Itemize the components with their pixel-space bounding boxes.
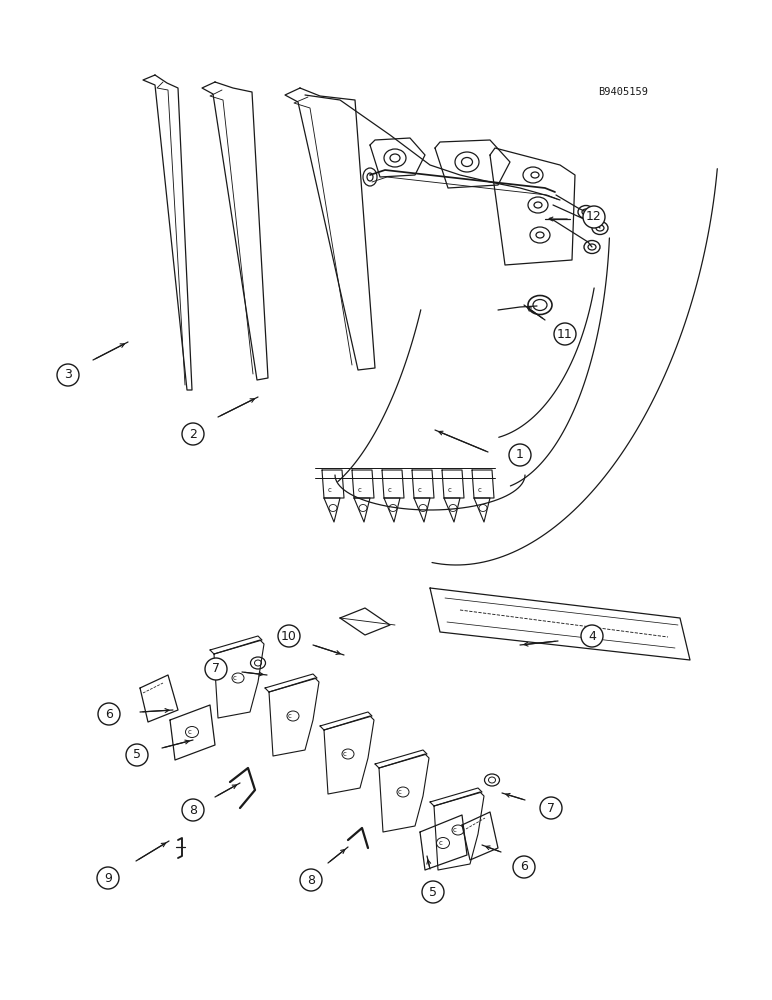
Circle shape [126,744,148,766]
Text: c: c [358,487,362,493]
Text: c: c [448,487,452,493]
Ellipse shape [363,168,377,186]
Text: 5: 5 [133,748,141,762]
Text: c: c [478,487,482,493]
Circle shape [422,881,444,903]
Text: c: c [418,487,422,493]
Text: 9: 9 [104,871,112,884]
Circle shape [583,206,605,228]
Circle shape [513,856,535,878]
Ellipse shape [528,296,552,314]
Circle shape [182,799,204,821]
Text: c: c [233,675,237,681]
Text: 6: 6 [105,708,113,720]
Text: c: c [343,751,347,757]
Circle shape [97,867,119,889]
Circle shape [182,423,204,445]
Text: c: c [453,827,457,833]
Circle shape [540,797,562,819]
Text: 8: 8 [307,874,315,886]
Text: 11: 11 [557,328,573,340]
Circle shape [509,444,531,466]
Text: c: c [328,487,332,493]
Circle shape [581,625,603,647]
Ellipse shape [584,240,600,253]
Text: 10: 10 [281,630,297,643]
Text: 12: 12 [586,211,602,224]
Text: 2: 2 [189,428,197,440]
Ellipse shape [578,206,594,219]
Text: 7: 7 [547,802,555,814]
Text: B9405159: B9405159 [598,87,648,97]
Text: 5: 5 [429,886,437,898]
Text: c: c [439,840,443,846]
Text: 4: 4 [588,630,596,643]
Circle shape [300,869,322,891]
Text: 8: 8 [189,804,197,816]
Circle shape [57,364,79,386]
Circle shape [98,703,120,725]
Text: c: c [288,713,292,719]
Text: 3: 3 [64,368,72,381]
Circle shape [554,323,576,345]
Ellipse shape [250,657,266,669]
Ellipse shape [592,222,608,234]
Circle shape [205,658,227,680]
Text: 6: 6 [520,860,528,874]
Text: c: c [398,789,402,795]
Text: c: c [388,487,392,493]
Circle shape [278,625,300,647]
Text: 7: 7 [212,662,220,676]
Text: c: c [188,729,192,735]
Text: 1: 1 [516,448,524,462]
Ellipse shape [485,774,499,786]
